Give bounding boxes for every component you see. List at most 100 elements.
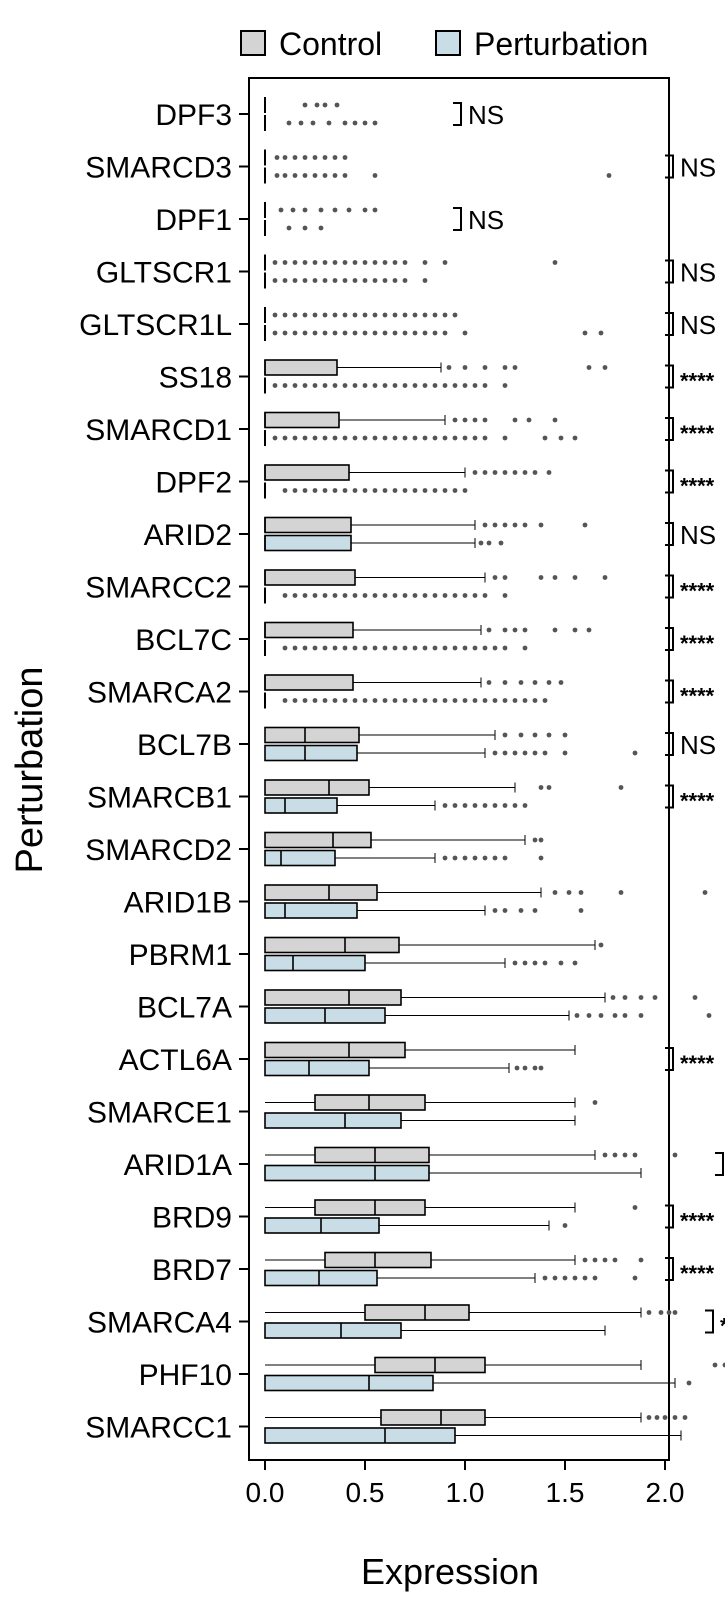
y-tick-label: SMARCA4 [87,1307,232,1340]
outlier-point [412,593,418,598]
outlier-point [302,435,308,441]
outlier-point [552,1275,558,1281]
outlier-point [512,522,518,528]
outlier-point [646,1415,652,1420]
significance-label: **** [680,421,715,446]
outlier-point [442,855,448,861]
y-tick-label: BCL7A [137,992,232,1025]
y-tick-label: DPF3 [155,99,232,132]
perturbation-series [264,115,378,131]
outlier-point [632,750,638,756]
control-series [264,674,564,691]
outlier-point [462,330,468,336]
outlier-point [432,488,438,493]
plot-frame [248,77,670,1461]
outlier-point [292,173,298,178]
outlier-point [302,278,308,283]
outlier-point [432,645,438,651]
significance-label: **** [680,1261,715,1286]
outlier-point [654,1415,660,1420]
y-tick-label: SMARCC1 [85,1412,232,1445]
significance-label: NS [680,310,716,340]
outlier-point [522,627,528,633]
outlier-point [422,645,428,651]
outlier-point [522,960,528,966]
outlier-point [522,750,528,756]
outlier-point [498,540,504,546]
outlier-point [552,575,558,580]
outlier-point [558,435,564,441]
outlier-point [372,312,378,318]
perturbation-series [264,797,528,814]
perturbation-series [264,167,612,184]
outlier-point [472,470,478,475]
outlier-point [532,750,538,756]
outlier-point [486,627,492,633]
outlier-point [302,383,308,388]
y-tick-label: PBRM1 [129,939,232,972]
y-tick-label: SMARCA2 [87,677,232,710]
outlier-point [272,383,278,388]
outlier-point [452,312,458,318]
outlier-point [442,803,448,808]
outlier-point [372,330,378,336]
outlier-point [542,698,548,703]
group-brd7: BRD7 **** [152,1251,715,1287]
outlier-point [382,645,388,651]
outlier-point [352,488,358,493]
outlier-point [382,260,388,265]
outlier-point [402,435,408,441]
outlier-point [612,1257,618,1263]
outlier-point [532,470,538,475]
y-tick-label: SMARCD1 [85,414,232,447]
outlier-point [332,488,338,493]
outlier-point [492,855,498,861]
outlier-point [282,698,288,703]
significance-label: NS [468,100,504,130]
outlier-point [318,225,324,231]
outlier-point [472,435,478,441]
box [264,569,356,586]
outlier-point [502,855,508,861]
outlier-point [586,1013,592,1018]
outlier-point [606,173,612,178]
group-pbrm1: PBRM1**** [129,936,604,972]
outlier-point [312,435,318,441]
outlier-point [512,365,518,370]
outlier-point [532,837,538,843]
outlier-point [382,488,388,493]
outlier-point [382,435,388,441]
outlier-point [332,173,338,178]
outlier-point [412,383,418,388]
outlier-point [586,627,592,633]
y-tick-label: SMARCD2 [85,834,232,867]
significance-bracket [665,259,674,284]
significance-label: NS [680,258,716,288]
control-series [264,621,592,639]
group-smarcc2: SMARCC2 **** [85,569,715,605]
outlier-point [672,1310,678,1315]
outlier-point [292,330,298,336]
outlier-point [292,155,298,160]
y-tick-label: GLTSCR1 [96,257,232,290]
significance-bracket [453,207,462,231]
significance-bracket [715,1152,724,1176]
outlier-point [292,383,298,388]
outlier-point [352,260,358,265]
significance-label: NS [680,730,716,760]
outlier-point [592,1257,598,1263]
group-smarca4: SMARCA4 **** [87,1304,725,1340]
outlier-point [312,698,318,703]
y-tick-label: SS18 [159,362,232,395]
outlier-point [352,278,358,283]
outlier-point [282,330,288,336]
perturbation-series [264,744,638,762]
outlier-point [422,383,428,388]
outlier-point [322,155,328,160]
group-actl6a: ACTL6A **** [119,1041,715,1077]
outlier-point [362,207,368,213]
outlier-point [282,155,288,160]
outlier-point [292,593,298,598]
outlier-point [412,330,418,336]
outlier-point [562,1223,568,1228]
